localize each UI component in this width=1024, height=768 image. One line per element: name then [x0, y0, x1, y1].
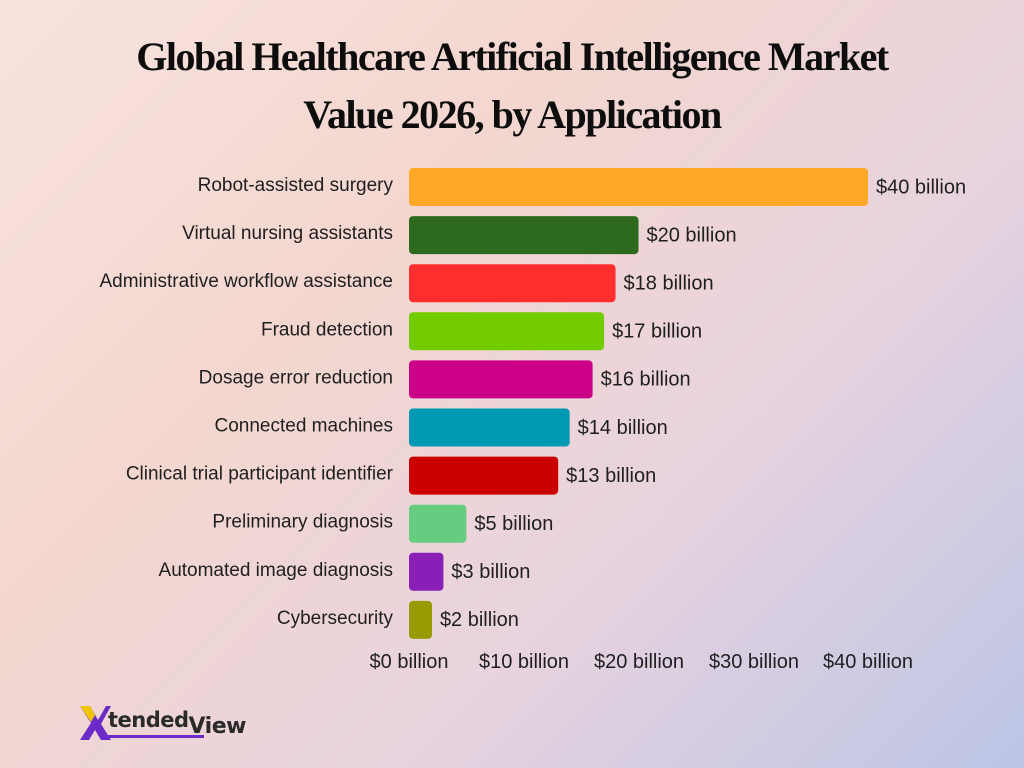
- brand-logo: tendedView: [78, 700, 268, 744]
- category-label-automated-image-diagnosis: Automated image diagnosis: [159, 560, 393, 581]
- logo-text-part2: View: [188, 714, 247, 739]
- value-label-preliminary-diagnosis: $5 billion: [474, 513, 553, 535]
- bar-dosage-error-reduction: [409, 360, 593, 399]
- bar-cybersecurity: [409, 600, 432, 639]
- bar-connected-machines: [409, 408, 570, 447]
- value-label-virtual-nursing-assistants: $20 billion: [647, 224, 737, 246]
- x-tick-label-30: $30 billion: [709, 651, 799, 673]
- bar-clinical-trial-participant-identifier: [409, 456, 559, 495]
- chart-title: Global Healthcare Artificial Intelligenc…: [0, 28, 1024, 144]
- x-tick-label-0: $0 billion: [370, 651, 449, 673]
- logo-wordmark: tendedView: [108, 708, 246, 739]
- bar-chart: Robot-assisted surgery $40 billion Virtual…: [99, 168, 966, 673]
- bar-virtual-nursing-assistants: [409, 216, 639, 255]
- value-label-clinical-trial-participant-identifier: $13 billion: [566, 465, 656, 487]
- logo-text-part1: tended: [108, 708, 189, 732]
- chart-title-line-2: Value 2026, by Application: [303, 92, 722, 137]
- category-label-robot-assisted-surgery: Robot-assisted surgery: [198, 175, 394, 196]
- category-label-dosage-error-reduction: Dosage error reduction: [199, 367, 393, 388]
- value-label-administrative-workflow-assistance: $18 billion: [624, 272, 714, 294]
- category-label-virtual-nursing-assistants: Virtual nursing assistants: [182, 223, 393, 244]
- x-logo-icon: [80, 706, 111, 740]
- category-label-fraud-detection: Fraud detection: [261, 319, 393, 340]
- value-label-fraud-detection: $17 billion: [612, 321, 702, 343]
- category-label-connected-machines: Connected machines: [215, 416, 394, 437]
- category-label-preliminary-diagnosis: Preliminary diagnosis: [212, 512, 393, 533]
- category-label-administrative-workflow-assistance: Administrative workflow assistance: [99, 271, 393, 292]
- x-tick-label-20: $20 billion: [594, 651, 684, 673]
- category-label-cybersecurity: Cybersecurity: [277, 608, 394, 629]
- value-label-cybersecurity: $2 billion: [440, 609, 519, 631]
- chart-title-line-1: Global Healthcare Artificial Intelligenc…: [136, 34, 889, 79]
- value-label-robot-assisted-surgery: $40 billion: [876, 176, 966, 198]
- value-label-automated-image-diagnosis: $3 billion: [451, 561, 530, 583]
- x-tick-label-40: $40 billion: [823, 651, 913, 673]
- x-tick-label-10: $10 billion: [479, 651, 569, 673]
- bar-automated-image-diagnosis: [409, 552, 444, 591]
- logo-underline: [106, 735, 204, 738]
- bar-preliminary-diagnosis: [409, 504, 467, 543]
- value-label-connected-machines: $14 billion: [578, 417, 668, 439]
- bar-fraud-detection: [409, 312, 605, 351]
- bar-robot-assisted-surgery: [409, 168, 868, 206]
- category-label-clinical-trial-participant-identifier: Clinical trial participant identifier: [126, 464, 394, 485]
- bar-administrative-workflow-assistance: [409, 264, 616, 303]
- value-label-dosage-error-reduction: $16 billion: [601, 369, 691, 391]
